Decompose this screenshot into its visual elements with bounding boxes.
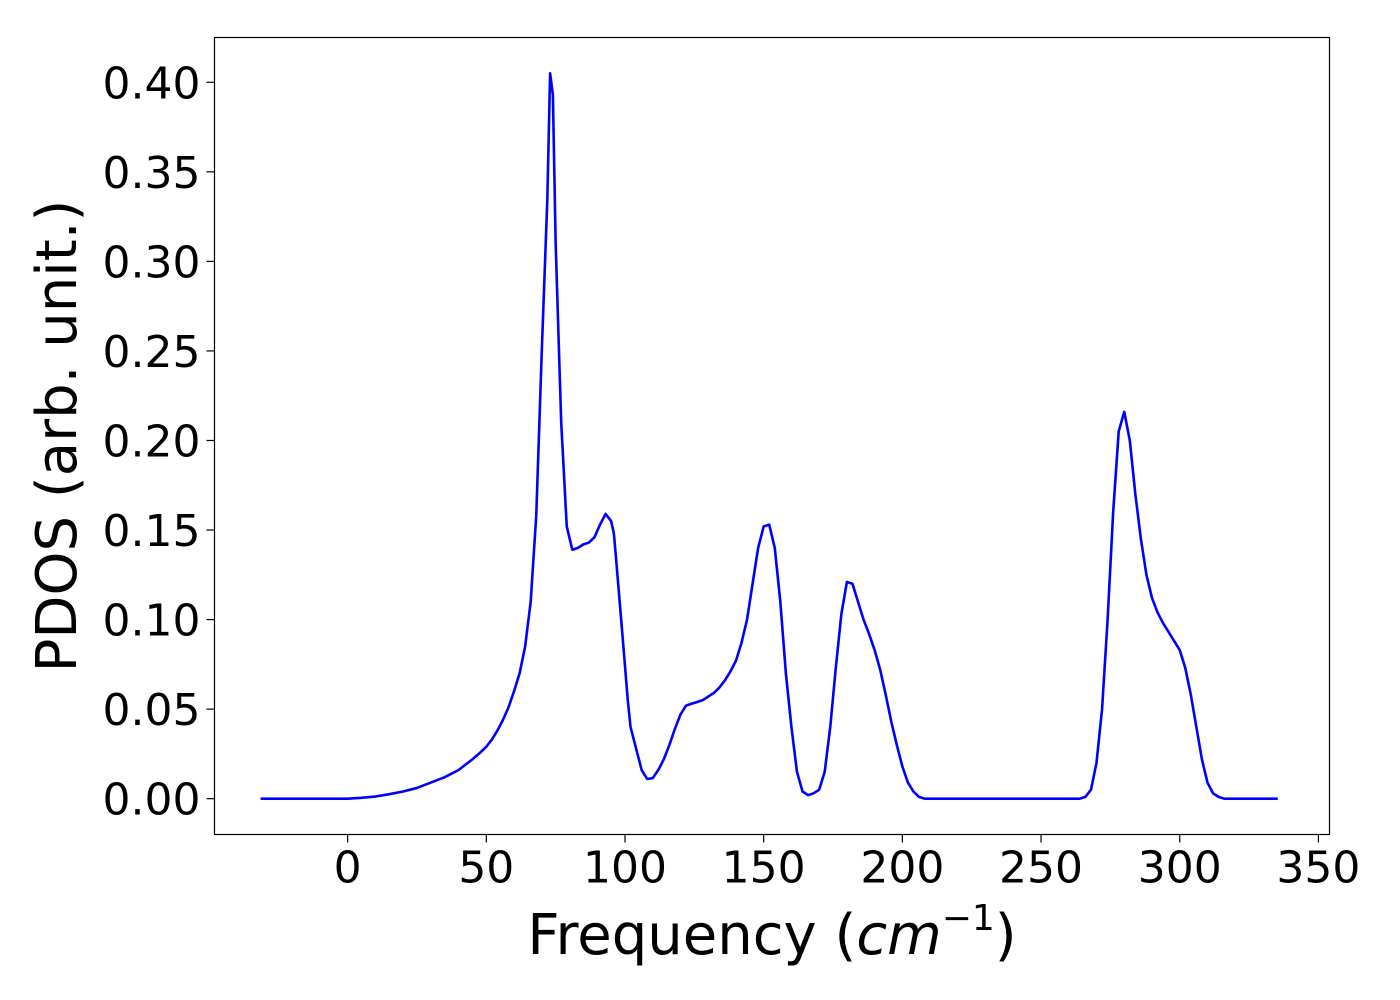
y-tick-label: 0.15 (103, 506, 201, 557)
x-tick-label: 200 (860, 843, 944, 894)
y-tick-label: 0.10 (103, 596, 201, 647)
y-tick-label: 0.00 (103, 775, 201, 826)
x-tick-label: 150 (722, 843, 806, 894)
x-axis-ticks: 0 50 100 150 200 250 300 350 (334, 834, 1360, 894)
x-axis-label: Frequency (cm−1) (527, 898, 1016, 968)
y-tick-label: 0.20 (103, 416, 201, 467)
plot-frame (213, 36, 1331, 836)
x-axis-label-open: ( (834, 903, 856, 968)
series-layer (260, 72, 1279, 800)
y-tick-label: 0.05 (103, 685, 201, 736)
x-tick-label: 0 (334, 843, 362, 894)
x-axis-unit-base: cm (856, 903, 941, 968)
y-tick-label: 0.35 (103, 148, 201, 199)
x-tick-label: 300 (1138, 843, 1222, 894)
y-axis-label: PDOS (arb. unit.) (25, 200, 90, 673)
x-tick-label: 350 (1276, 843, 1360, 894)
x-tick-label: 50 (458, 843, 514, 894)
x-tick-label: 100 (583, 843, 667, 894)
y-axis-ticks: 0.00 0.05 0.10 0.15 0.20 0.25 0.30 0.35 0.40 (103, 58, 215, 826)
x-axis-label-close: ) (995, 903, 1017, 968)
pdos-series-line (260, 72, 1279, 800)
x-tick-label: 250 (999, 843, 1083, 894)
x-axis-unit-exponent: −1 (942, 898, 995, 939)
y-tick-label: 0.25 (103, 327, 201, 378)
y-tick-label: 0.30 (103, 237, 201, 288)
x-axis-label-text: Frequency (527, 903, 816, 968)
y-tick-label: 0.40 (103, 58, 201, 109)
